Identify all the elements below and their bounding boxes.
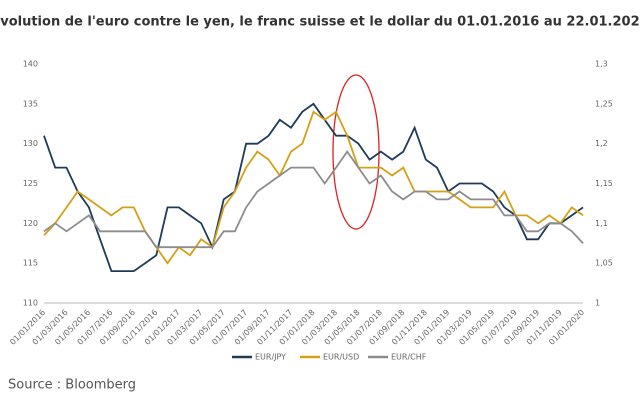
y-tick-label: 115 (23, 259, 38, 268)
y2-tick-label: 1 (595, 299, 600, 308)
chart-title: Evolution de l'euro contre le yen, le fr… (0, 15, 640, 30)
y-tick-label: 120 (23, 219, 38, 228)
y2-tick-label: 1,25 (595, 99, 613, 108)
y2-tick-label: 1,3 (595, 60, 608, 69)
series-line (43, 102, 584, 272)
y-tick-label: 140 (23, 60, 38, 69)
source: Source : Bloomberg (8, 378, 136, 393)
series-line (43, 150, 584, 249)
y2-tick-label: 1,15 (595, 179, 613, 188)
y2-tick-label: 1,2 (595, 139, 608, 148)
legend-label: EUR/USD (323, 353, 359, 362)
y-tick-label: 130 (23, 139, 38, 148)
legend-label: EUR/CHF (391, 353, 427, 362)
y-tick-label: 110 (23, 299, 38, 308)
y2-tick-label: 1,1 (595, 219, 608, 228)
y-tick-label: 125 (23, 179, 38, 188)
series-line (43, 110, 584, 265)
y-tick-label: 135 (23, 99, 38, 108)
y2-tick-label: 1,05 (595, 259, 613, 268)
legend-label: EUR/JPY (255, 353, 286, 362)
highlight-ellipse (332, 74, 380, 230)
